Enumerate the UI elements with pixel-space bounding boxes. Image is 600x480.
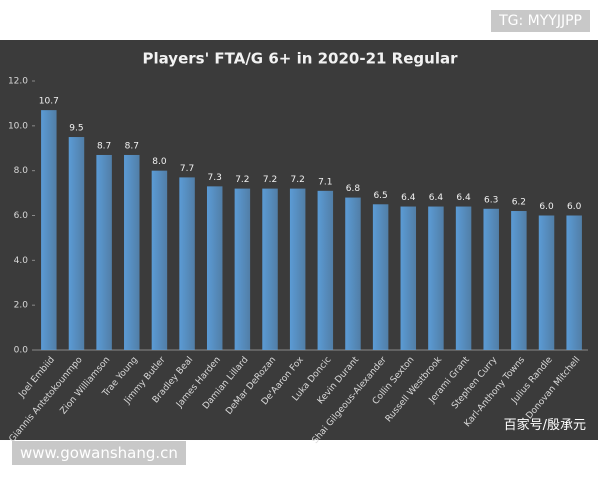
bar (262, 188, 278, 350)
bar (124, 154, 140, 350)
bar (345, 197, 361, 350)
bar (538, 215, 555, 350)
y-tick-label: 10.0 (8, 121, 28, 131)
y-tick-label: 6.0 (14, 211, 29, 221)
bar (96, 154, 112, 350)
value-label: 7.1 (318, 177, 332, 187)
watermark: TG: MYYJJPP (491, 10, 590, 32)
y-tick-label: 2.0 (14, 301, 29, 311)
value-label: 8.7 (97, 141, 111, 151)
value-label: 7.7 (180, 164, 194, 174)
value-label: 8.7 (125, 141, 139, 151)
value-label: 6.2 (512, 198, 526, 208)
bar (151, 170, 168, 350)
y-tick-label: 8.0 (14, 166, 29, 176)
bar (372, 204, 389, 350)
value-label: 7.2 (263, 175, 277, 185)
bar (68, 137, 85, 350)
value-label: 6.0 (567, 202, 582, 212)
value-label: 6.8 (346, 184, 361, 194)
bar (455, 206, 472, 350)
value-label: 9.5 (69, 124, 83, 134)
bar (289, 188, 306, 350)
value-label: 7.2 (291, 175, 305, 185)
bar (41, 110, 57, 351)
bar (483, 208, 499, 350)
bar (511, 211, 527, 350)
value-label: 6.5 (373, 191, 387, 201)
value-label: 6.4 (401, 193, 416, 203)
value-label: 6.4 (429, 193, 444, 203)
bar (400, 206, 417, 350)
bar (317, 190, 334, 350)
bar (179, 177, 195, 350)
watermark: www.gowanshang.cn (12, 441, 186, 465)
chart-title: Players' FTA/G 6+ in 2020-21 Regular (143, 50, 459, 68)
value-label: 6.4 (456, 193, 471, 203)
bar (428, 206, 444, 350)
value-label: 6.0 (539, 202, 554, 212)
bar (234, 188, 251, 350)
value-label: 7.3 (208, 173, 222, 183)
bar (566, 215, 582, 350)
value-label: 10.7 (39, 97, 59, 107)
y-tick-label: 4.0 (14, 256, 29, 266)
y-tick-label: 0.0 (14, 346, 29, 356)
value-label: 7.2 (235, 175, 249, 185)
value-label: 6.3 (484, 195, 498, 205)
bar (206, 186, 223, 350)
y-tick-label: 12.0 (8, 77, 28, 87)
watermark: 百家号/殷承元 (503, 418, 586, 433)
value-label: 8.0 (152, 157, 167, 167)
